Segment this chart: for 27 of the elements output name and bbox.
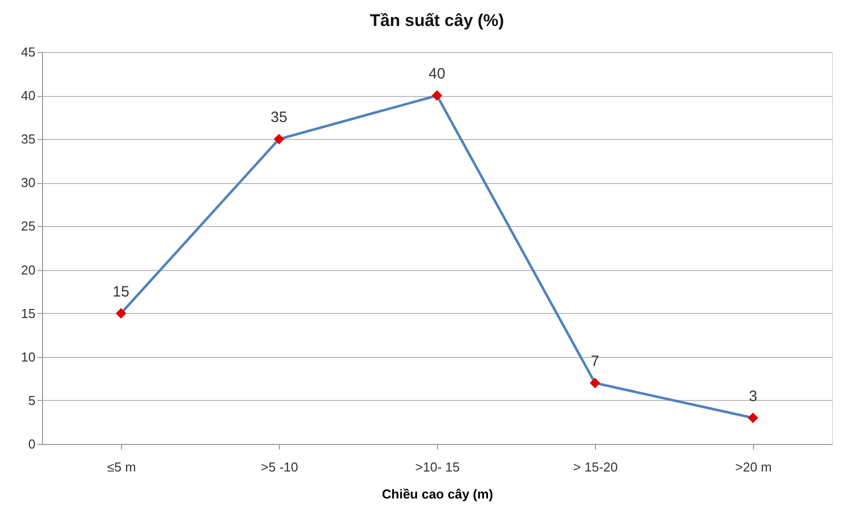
y-tick-label: 45 <box>21 44 36 60</box>
point <box>116 308 126 319</box>
y-tick-label: 0 <box>28 436 36 452</box>
point <box>590 378 600 388</box>
data-label: 35 <box>270 109 288 126</box>
y-tick-label: 15 <box>21 306 36 321</box>
point <box>748 412 758 424</box>
y-tick-label: 40 <box>21 88 36 104</box>
x-tick-label: >20 m <box>735 460 772 474</box>
y-tick-label: 35 <box>21 132 36 147</box>
y-tick-label: 20 <box>21 262 36 278</box>
y-tick-label: 10 <box>21 349 36 364</box>
y-tick-label: 25 <box>21 218 36 234</box>
y-tick-label: 30 <box>21 175 36 190</box>
chart-title: Tần suất cây (%) <box>370 11 504 30</box>
data-label: 7 <box>590 353 600 370</box>
data-label: 3 <box>748 388 758 405</box>
x-tick-label: >5 -10 <box>260 460 298 474</box>
point <box>432 90 442 101</box>
data-label: 40 <box>428 66 446 83</box>
x-axis-title: Chiều cao cây (m) <box>382 486 494 502</box>
x-tick-label: > 15-20 <box>573 460 618 474</box>
data-label: 15 <box>112 283 130 300</box>
x-tick-label: ≤5 m <box>107 460 136 474</box>
point <box>274 134 284 144</box>
y-tick-label: 5 <box>28 392 36 408</box>
x-tick-label: >10- 15 <box>415 460 460 474</box>
